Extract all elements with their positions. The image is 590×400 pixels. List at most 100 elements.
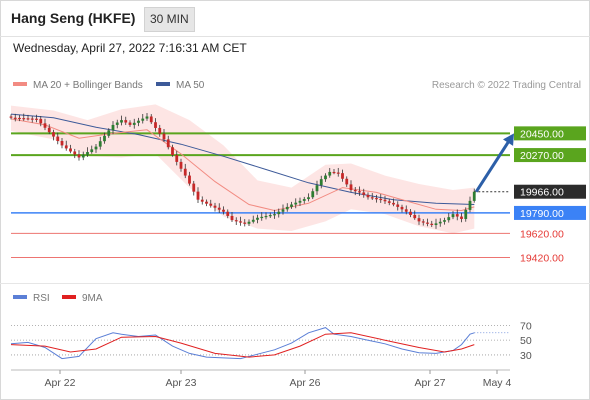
candle-body bbox=[383, 199, 387, 202]
level-label-20270.00: 20270.00 bbox=[520, 150, 564, 162]
candle-body bbox=[464, 209, 468, 219]
candle-body bbox=[243, 222, 247, 224]
candle-body bbox=[18, 117, 21, 120]
candle-body bbox=[13, 117, 17, 119]
candle-body bbox=[137, 120, 140, 123]
candle-body bbox=[9, 116, 13, 118]
candle-body bbox=[345, 178, 349, 185]
candle-body bbox=[81, 154, 85, 158]
candle-body bbox=[158, 127, 162, 134]
candle-body bbox=[319, 179, 323, 186]
candle-body bbox=[451, 214, 455, 218]
instrument-title: Hang Seng (HKFE) bbox=[11, 10, 136, 26]
candle-body bbox=[90, 149, 94, 153]
candle-body bbox=[264, 215, 268, 218]
legend-ma20-label: MA 20 + Bollinger Bands bbox=[33, 80, 143, 91]
level-label-19420.00: 19420.00 bbox=[520, 253, 564, 265]
forecast-arrow-head bbox=[502, 133, 514, 146]
candle-body bbox=[460, 216, 463, 219]
level-label-box-20270.00 bbox=[514, 148, 586, 163]
candle-body bbox=[315, 185, 319, 192]
candle-body bbox=[400, 206, 404, 210]
chart-header: Hang Seng (HKFE) 30 MIN bbox=[0, 0, 590, 37]
candle-body bbox=[124, 120, 128, 123]
candle-body bbox=[358, 191, 361, 193]
ma50-swatch bbox=[156, 82, 170, 87]
candle-body bbox=[149, 116, 153, 123]
candle-body bbox=[128, 122, 132, 125]
candle-body bbox=[413, 214, 417, 219]
candle-body bbox=[64, 145, 68, 149]
candle-body bbox=[154, 122, 157, 128]
candle-body bbox=[438, 221, 442, 224]
candle-body bbox=[443, 220, 446, 222]
level-label-box-20450.00 bbox=[514, 126, 586, 141]
candle-body bbox=[392, 202, 395, 205]
candle-body bbox=[162, 133, 166, 140]
candle-body bbox=[281, 209, 285, 212]
candle-body bbox=[370, 197, 374, 199]
level-label-19620.00: 19620.00 bbox=[520, 228, 564, 240]
candle-body bbox=[39, 118, 43, 124]
candle-body bbox=[145, 116, 149, 119]
candle-body bbox=[209, 203, 213, 206]
x-label-Apr 27: Apr 27 bbox=[415, 377, 446, 389]
candle-body bbox=[256, 217, 259, 220]
candle-body bbox=[30, 118, 34, 120]
candle-body bbox=[111, 124, 115, 131]
candle-body bbox=[132, 122, 136, 125]
candle-body bbox=[213, 205, 217, 208]
candle-body bbox=[94, 146, 98, 150]
level-label-19966.00: 19966.00 bbox=[520, 187, 564, 199]
candle-body bbox=[409, 211, 412, 215]
candle-body bbox=[298, 200, 302, 203]
x-label-May 4: May 4 bbox=[483, 377, 512, 389]
candle-body bbox=[387, 201, 391, 203]
rsi-tick-70: 70 bbox=[520, 320, 532, 332]
candle-body bbox=[307, 197, 310, 200]
candle-body bbox=[294, 202, 298, 205]
candle-body bbox=[234, 220, 238, 222]
candle-body bbox=[166, 139, 170, 148]
candle-body bbox=[366, 194, 370, 198]
credit-text: Research © 2022 Trading Central bbox=[431, 80, 581, 91]
candle-body bbox=[353, 190, 357, 192]
candle-body bbox=[324, 175, 327, 180]
candle-body bbox=[22, 118, 26, 120]
candle-body bbox=[239, 221, 242, 223]
candle-body bbox=[205, 201, 208, 204]
candle-body bbox=[273, 214, 276, 216]
candle-body bbox=[171, 147, 174, 156]
candle-body bbox=[115, 122, 119, 125]
legend-ma50-label: MA 50 bbox=[176, 80, 205, 91]
timestamp: Wednesday, April 27, 2022 7:16:31 AM CET bbox=[13, 41, 247, 55]
candle-body bbox=[455, 214, 459, 217]
candle-body bbox=[447, 217, 451, 221]
candle-body bbox=[196, 191, 200, 200]
candle-body bbox=[247, 221, 251, 224]
candle-body bbox=[379, 198, 383, 201]
candle-body bbox=[421, 221, 425, 223]
ma50-line bbox=[10, 113, 475, 205]
candle-body bbox=[86, 152, 89, 155]
ma20-line bbox=[10, 118, 475, 212]
legend-rsi-label: RSI bbox=[33, 293, 50, 304]
legend-rsi: RSI bbox=[13, 293, 50, 304]
candle-body bbox=[103, 135, 106, 142]
candle-body bbox=[290, 204, 293, 207]
candle-body bbox=[52, 132, 55, 137]
level-label-box-19966.00 bbox=[514, 184, 586, 199]
legend-9ma-label: 9MA bbox=[82, 293, 103, 304]
candle-body bbox=[179, 161, 183, 169]
candle-body bbox=[98, 141, 102, 147]
candle-body bbox=[311, 191, 315, 198]
candle-body bbox=[200, 199, 204, 202]
bollinger-band bbox=[11, 104, 475, 234]
candle-body bbox=[336, 172, 340, 174]
level-label-box-19790.00 bbox=[514, 205, 586, 220]
candle-body bbox=[332, 171, 336, 174]
x-label-Apr 23: Apr 23 bbox=[166, 377, 197, 389]
interval-badge[interactable]: 30 MIN bbox=[144, 7, 195, 32]
candle-body bbox=[26, 118, 30, 120]
